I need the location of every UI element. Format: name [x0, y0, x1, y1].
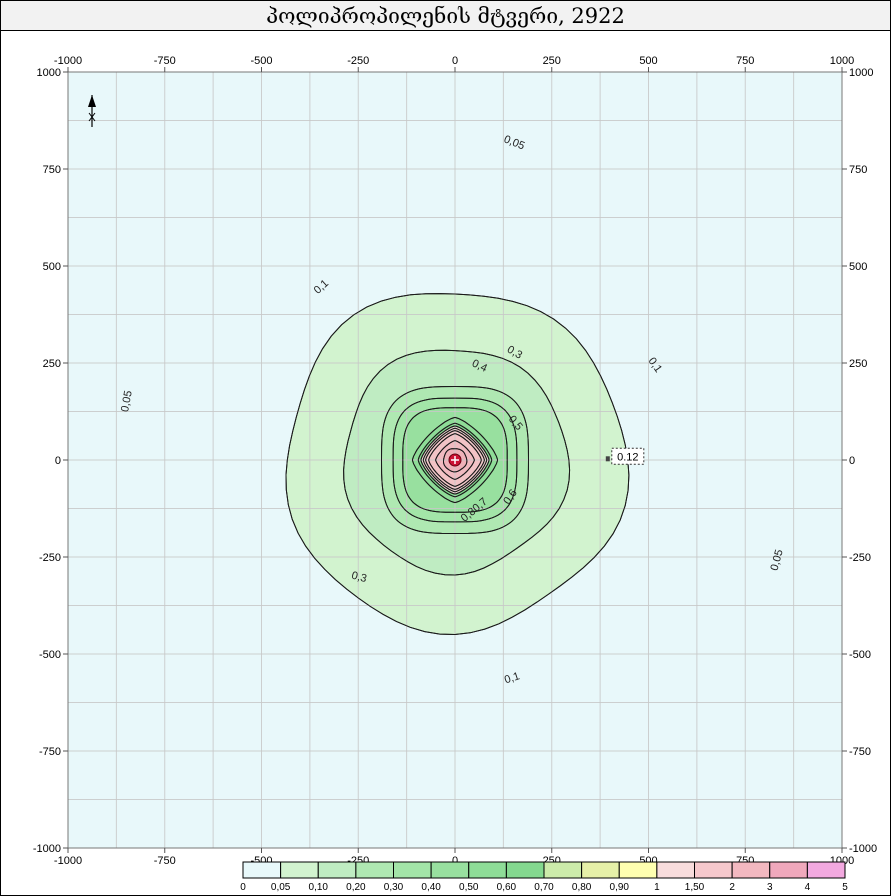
- y-tick-label-right: 750: [849, 164, 867, 176]
- contour-line: [425, 430, 485, 490]
- point-label: 0.12: [617, 451, 638, 463]
- y-tick-label-left: 1000: [37, 67, 61, 79]
- chart-title: პოლიპროპილენის მტვერი, 2922: [266, 3, 625, 28]
- legend-label: 0,90: [610, 882, 630, 893]
- legend-label: 0,70: [534, 882, 554, 893]
- contour-line: [285, 293, 630, 636]
- legend-swatch: [430, 861, 470, 879]
- y-tick-label-left: 250: [43, 358, 61, 370]
- contour-label: 0,4: [470, 357, 489, 374]
- legend-label: 0: [240, 882, 246, 893]
- contour-line: [428, 433, 482, 487]
- contour-line: [411, 416, 499, 504]
- y-tick-label-left: -500: [39, 649, 61, 661]
- y-tick-label-right: -500: [849, 649, 871, 661]
- y-tick-label-right: 1000: [849, 67, 873, 79]
- contour-line: [422, 427, 488, 493]
- legend-swatch: [280, 861, 319, 879]
- contour-label: 0,1: [503, 670, 521, 686]
- y-tick-label-left: -250: [39, 552, 61, 564]
- y-tick-label-right: -1000: [849, 843, 877, 855]
- legend-swatch: [393, 861, 432, 879]
- legend-label: 0,20: [346, 882, 366, 893]
- contour-label: 0,3: [350, 570, 368, 586]
- legend-label: 0,60: [497, 882, 517, 893]
- legend-label: 0,10: [309, 882, 329, 893]
- legend-label: 3: [767, 882, 773, 893]
- legend-swatch: [242, 861, 282, 879]
- x-tick-label-top: -1000: [54, 55, 82, 67]
- x-tick-label-bottom: 0: [452, 855, 458, 867]
- legend-swatch: [543, 861, 583, 879]
- x-tick-label-top: -250: [347, 55, 369, 67]
- contour-line: [343, 349, 571, 576]
- legend-swatch: [581, 861, 620, 879]
- legend-swatch: [618, 861, 658, 879]
- y-tick-label-left: 0: [55, 455, 61, 467]
- legend-label: 4: [805, 882, 811, 893]
- legend-swatch: [806, 861, 846, 879]
- legend-label: 1: [654, 882, 660, 893]
- legend-swatch: [468, 861, 507, 879]
- contour-chart: 0,050,050,050,10,10,10,30,30,40,50,60,80…: [33, 55, 877, 893]
- x-tick-label-bottom: -1000: [54, 855, 82, 867]
- contour-line: [402, 407, 508, 513]
- grid: [68, 72, 842, 848]
- y-tick-label-right: -750: [849, 746, 871, 758]
- legend-swatch: [694, 861, 733, 879]
- contour-line: [380, 385, 530, 535]
- north-arrow-mark-icon: [88, 112, 96, 122]
- legend-swatch: [317, 861, 357, 879]
- legend-swatch: [505, 861, 545, 879]
- y-tick-label-left: -750: [39, 746, 61, 758]
- point-marker: [605, 456, 610, 462]
- legend-label: 0,05: [271, 882, 291, 893]
- legend-label: 2: [729, 882, 735, 893]
- contour-line: [420, 425, 490, 495]
- plot-area: 0,050,050,050,10,10,10,30,30,40,50,60,80…: [67, 71, 843, 849]
- x-tick-label-top: 1000: [830, 55, 854, 67]
- x-tick-label-top: 0: [452, 55, 458, 67]
- x-tick-label-top: 750: [736, 55, 754, 67]
- y-tick-label-right: 250: [849, 358, 867, 370]
- plot-clip-group: 0,050,050,050,10,10,10,30,30,40,50,60,80…: [68, 72, 842, 848]
- north-arrow-head-icon: [88, 95, 96, 107]
- axes: -1000-1000-750-750-500-500-250-250002502…: [33, 55, 877, 867]
- contour-line: [417, 422, 493, 498]
- y-tick-label-right: 0: [849, 455, 855, 467]
- x-tick-label-top: -750: [154, 55, 176, 67]
- x-tick-label-top: 500: [639, 55, 657, 67]
- x-tick-label-bottom: -750: [154, 855, 176, 867]
- legend-label: 5: [842, 882, 848, 893]
- point-label-box: [611, 447, 645, 465]
- contour-line: [435, 440, 475, 480]
- legend-swatch: [731, 861, 771, 879]
- legend-label: 1,50: [685, 882, 705, 893]
- legend-swatch: [769, 861, 808, 879]
- y-tick-label-left: -1000: [33, 843, 61, 855]
- legend-label: 0,40: [421, 882, 441, 893]
- y-tick-label-right: -250: [849, 552, 871, 564]
- legend-label: 0,80: [572, 882, 592, 893]
- legend-label: 0,50: [459, 882, 479, 893]
- y-tick-label-left: 500: [43, 261, 61, 273]
- legend-swatch: [355, 861, 394, 879]
- x-tick-label-top: 250: [543, 55, 561, 67]
- x-tick-label-top: -500: [250, 55, 272, 67]
- contour-label: 0,05: [769, 548, 786, 572]
- contour-line: [443, 448, 468, 473]
- title-bar: პოლიპროპილენის მტვერი, 2922: [1, 1, 890, 31]
- y-tick-label-left: 750: [43, 164, 61, 176]
- y-tick-label-right: 500: [849, 261, 867, 273]
- contour-line: [392, 397, 518, 523]
- contour-label: 0,05: [119, 390, 135, 413]
- legend-swatch: [656, 861, 695, 879]
- legend-label: 0,30: [384, 882, 404, 893]
- legend: 0 0,05 0,10 0,20 0,30 0,40 0,50 0,60 0,70 0,80 0,9…: [240, 861, 848, 893]
